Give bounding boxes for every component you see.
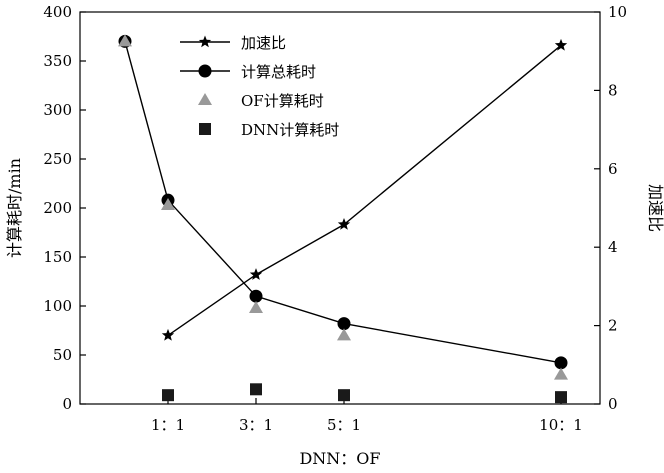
x-tick-label: 10：1 (539, 416, 583, 434)
series-point (250, 383, 262, 396)
series-point (337, 328, 351, 341)
y-left-tick-label: 350 (43, 52, 72, 70)
series-point (162, 389, 174, 402)
series-point (118, 34, 132, 47)
y-right-tick-label: 10 (608, 3, 627, 21)
y-right-tick-label: 8 (608, 81, 618, 99)
series-point (249, 289, 263, 303)
y-left-tick-label: 0 (62, 395, 72, 413)
series-point (161, 328, 175, 341)
y-left-tick-label: 400 (43, 3, 72, 21)
y-left-tick-label: 200 (43, 199, 72, 217)
series-point (249, 300, 263, 313)
series-point (161, 198, 175, 211)
series-lines (124, 41, 562, 364)
y-right-tick-label: 6 (608, 160, 618, 178)
series-point (554, 367, 568, 380)
plot-frame (79, 11, 601, 405)
y-axis-left-title: 计算耗时/min (5, 158, 24, 258)
x-axis-title: DNN：OF (299, 449, 380, 468)
series-line (124, 41, 562, 364)
legend-label: OF计算耗时 (241, 92, 324, 110)
legend-marker (198, 35, 212, 48)
y-right-tick-label: 4 (608, 238, 618, 256)
x-tick-label: 3：1 (239, 416, 273, 434)
legend-label: 计算总耗时 (241, 63, 316, 81)
legend-label: 加速比 (241, 34, 286, 52)
y-left-tick-label: 300 (43, 101, 72, 119)
x-tick-label: 1：1 (151, 416, 185, 434)
series-point (338, 389, 350, 402)
y-axis-right-title: 加速比 (646, 184, 664, 232)
series-point (555, 391, 567, 404)
y-right-tick-label: 0 (608, 395, 618, 413)
series-point (554, 38, 568, 51)
series-point (249, 268, 263, 280)
y-left-tick-label: 150 (43, 248, 72, 266)
y-left-tick-label: 100 (43, 297, 72, 315)
legend-label: DNN计算耗时 (241, 121, 339, 139)
legend-marker (199, 123, 211, 135)
series-markers (118, 34, 568, 404)
legend-marker (198, 93, 212, 105)
y-right-tick-label: 2 (608, 317, 618, 335)
y-left-tick-label: 250 (43, 150, 72, 168)
x-tick-label: 5：1 (327, 416, 361, 434)
series-point (554, 356, 568, 370)
series-point (337, 217, 351, 230)
legend-marker (198, 64, 212, 78)
ticks: 0 50 100 150 200 250 300 350 400 0 2 4 6 8 10 1：1 3：1 5：1… (43, 3, 627, 434)
series-point (337, 317, 351, 331)
series-line (167, 44, 562, 336)
y-left-tick-label: 50 (53, 346, 72, 364)
